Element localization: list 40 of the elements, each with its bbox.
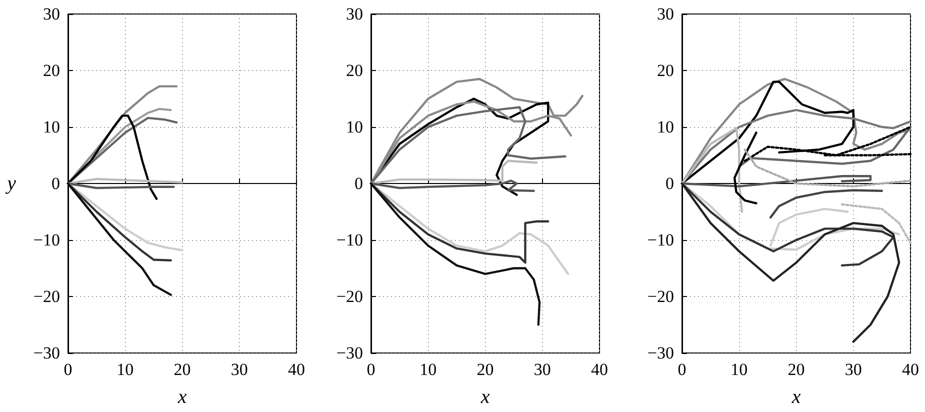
y-tick-label: 30 bbox=[657, 4, 674, 24]
x-tick-label: 0 bbox=[366, 360, 376, 379]
y-tick-label: 0 bbox=[52, 174, 60, 193]
x-tick-label: 10 bbox=[116, 360, 134, 379]
y-tick-label: −20 bbox=[336, 287, 363, 306]
y-tick-label: −10 bbox=[647, 230, 674, 250]
y-tick-label: 20 bbox=[657, 61, 674, 80]
y-tick-label: 10 bbox=[43, 118, 60, 136]
y-tick-label: −20 bbox=[647, 287, 674, 306]
x-tick-label: 10 bbox=[420, 360, 437, 379]
y-tick-label: 10 bbox=[346, 118, 363, 136]
y-tick-label: 0 bbox=[666, 174, 674, 193]
y-axis-title: y bbox=[5, 172, 16, 194]
x-tick-label: 30 bbox=[230, 360, 248, 379]
y-tick-label: 20 bbox=[346, 61, 363, 80]
x-axis-title: x bbox=[480, 386, 490, 408]
y-tick-label: −30 bbox=[336, 344, 363, 362]
y-tick-label: −10 bbox=[33, 230, 60, 250]
x-tick-label: 10 bbox=[730, 360, 748, 379]
x-tick-label: 40 bbox=[902, 360, 919, 379]
y-tick-label: 0 bbox=[354, 174, 363, 193]
y-tick-label: −30 bbox=[647, 344, 674, 362]
x-tick-label: 0 bbox=[64, 360, 72, 379]
y-tick-label: 30 bbox=[346, 4, 363, 24]
y-tick-label: −30 bbox=[33, 344, 60, 362]
x-tick-label: 40 bbox=[288, 360, 305, 379]
x-axis-title: x bbox=[790, 386, 801, 408]
y-tick-label: −10 bbox=[336, 230, 363, 250]
x-tick-label: 20 bbox=[788, 360, 805, 379]
x-tick-label: 30 bbox=[534, 360, 551, 379]
x-tick-label: 0 bbox=[678, 360, 686, 379]
x-tick-label: 20 bbox=[476, 360, 494, 379]
x-axis-title: x bbox=[176, 386, 187, 408]
y-tick-label: −20 bbox=[33, 287, 60, 306]
y-tick-label: 30 bbox=[43, 4, 60, 24]
x-tick-label: 30 bbox=[844, 360, 862, 379]
y-tick-label: 20 bbox=[43, 61, 60, 80]
x-tick-label: 40 bbox=[591, 360, 608, 379]
x-tick-label: 20 bbox=[174, 360, 191, 379]
y-tick-label: 10 bbox=[657, 118, 674, 136]
